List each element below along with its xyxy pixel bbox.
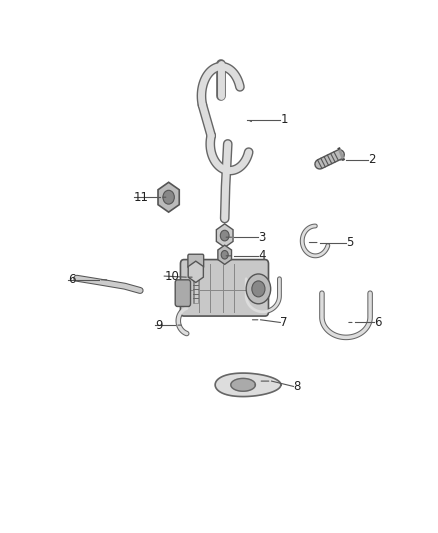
- Circle shape: [246, 274, 271, 304]
- Polygon shape: [158, 182, 179, 212]
- Text: 9: 9: [155, 319, 163, 332]
- Polygon shape: [188, 261, 203, 282]
- Text: 5: 5: [346, 236, 353, 249]
- Text: 11: 11: [134, 191, 148, 204]
- Polygon shape: [231, 378, 255, 391]
- Polygon shape: [218, 245, 232, 264]
- Text: 8: 8: [293, 380, 301, 393]
- Circle shape: [163, 190, 174, 204]
- Circle shape: [252, 281, 265, 297]
- Text: 6: 6: [68, 273, 75, 286]
- Polygon shape: [216, 224, 233, 247]
- Circle shape: [220, 230, 229, 241]
- Text: 4: 4: [258, 249, 266, 262]
- Text: 6: 6: [374, 316, 382, 329]
- Text: 7: 7: [280, 316, 288, 329]
- Text: 1: 1: [280, 114, 288, 126]
- Text: 10: 10: [164, 270, 179, 282]
- FancyBboxPatch shape: [188, 254, 204, 268]
- Polygon shape: [215, 373, 281, 397]
- Text: 3: 3: [258, 231, 266, 244]
- FancyBboxPatch shape: [180, 260, 268, 316]
- Text: 2: 2: [368, 154, 375, 166]
- FancyBboxPatch shape: [175, 280, 191, 306]
- Circle shape: [221, 251, 228, 259]
